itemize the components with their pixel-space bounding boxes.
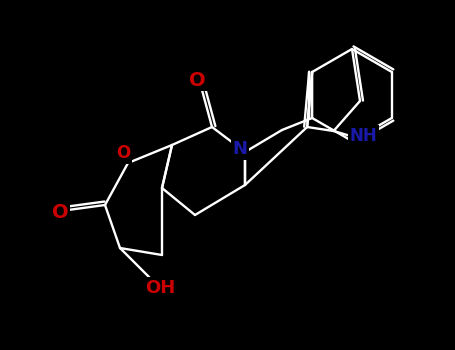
- Text: OH: OH: [145, 279, 175, 297]
- Text: O: O: [116, 144, 130, 162]
- Text: O: O: [189, 70, 205, 90]
- Text: O: O: [52, 203, 68, 222]
- Text: NH: NH: [350, 127, 378, 145]
- Text: N: N: [233, 140, 248, 158]
